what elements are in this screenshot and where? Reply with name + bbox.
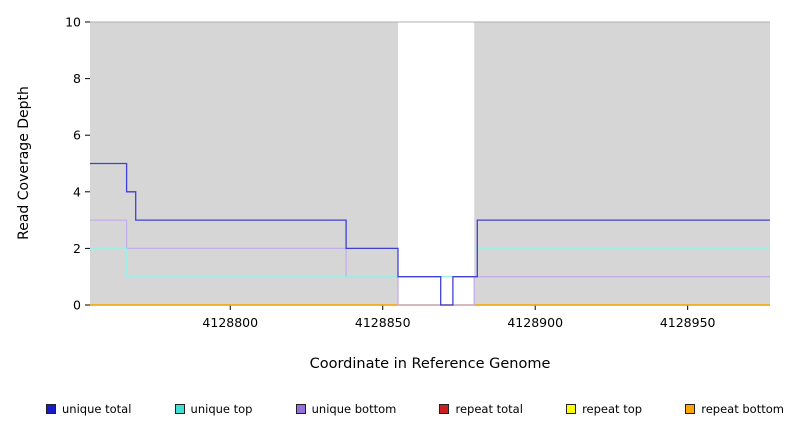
legend-swatch-icon — [439, 404, 450, 414]
legend-item-unique-top: unique top — [174, 402, 253, 416]
series-unique-top — [90, 247, 770, 278]
legend-label: repeat total — [455, 402, 523, 416]
legend-item-repeat-total: repeat total — [439, 402, 523, 416]
y-tick-label: 0 — [73, 298, 81, 313]
legend-label: repeat bottom — [701, 402, 784, 416]
x-tick-label: 4128850 — [355, 315, 411, 330]
legend-swatch-icon — [295, 404, 306, 414]
legend-swatch-icon — [566, 404, 577, 414]
legend-item-repeat-top: repeat top — [566, 402, 642, 416]
legend-item-unique-total: unique total — [46, 402, 131, 416]
x-axis-label: Coordinate in Reference Genome — [309, 356, 551, 372]
y-tick-label: 2 — [73, 241, 81, 256]
series-unique-total — [90, 162, 770, 306]
legend-label: unique bottom — [311, 402, 397, 416]
legend-swatch-icon — [46, 404, 56, 414]
legend-label: unique top — [190, 402, 253, 416]
x-tick-label: 4128900 — [507, 315, 563, 330]
legend-swatch-icon — [685, 404, 696, 414]
y-tick-label: 10 — [65, 15, 81, 30]
legend-swatch-icon — [174, 404, 185, 414]
y-tick-label: 8 — [73, 71, 81, 86]
y-tick-label: 6 — [73, 128, 81, 143]
x-tick-label: 4128950 — [660, 315, 716, 330]
legend-label: unique total — [62, 402, 132, 416]
plot-svg: 0 2 4 6 8 10 4128800 4128850 4128900 4128950 — [65, 15, 770, 330]
legend-item-unique-bottom: unique bottom — [295, 402, 397, 416]
gap-region — [397, 22, 475, 305]
legend: unique total unique top unique bottom repea… — [46, 402, 784, 416]
y-tick-label: 4 — [73, 184, 81, 199]
x-tick-label: 4128800 — [202, 315, 258, 330]
legend-item-repeat-bottom: repeat bottom — [685, 402, 784, 416]
legend-label: repeat top — [582, 402, 643, 416]
